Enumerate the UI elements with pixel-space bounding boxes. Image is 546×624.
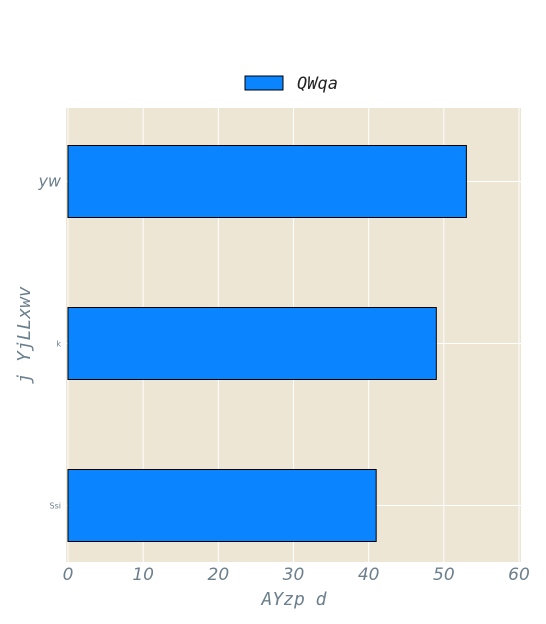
x-tick-label: 50 [433, 565, 455, 585]
bars [67, 145, 467, 542]
x-tick-labels: 0 10 20 30 40 50 60 [63, 565, 530, 585]
legend-label: QWqa [297, 74, 338, 94]
y-tick-labels: Ssi k yw [37, 172, 61, 511]
legend-swatch [244, 75, 284, 91]
legend: QWqa [244, 74, 338, 94]
y-axis-label: j YjLLxwv [14, 286, 35, 384]
x-tick-label: 60 [508, 565, 530, 585]
bar [67, 469, 377, 542]
x-tick-label: 40 [358, 565, 380, 585]
y-tick-label: yw [37, 172, 61, 191]
y-tick-label: k [56, 340, 61, 349]
bar [67, 145, 467, 218]
x-tick-label: 0 [63, 565, 74, 585]
x-tick-label: 10 [132, 565, 154, 585]
bar [67, 307, 437, 380]
x-tick-label: 30 [283, 565, 305, 585]
y-tick-label: Ssi [50, 502, 61, 511]
x-tick-label: 20 [208, 565, 230, 585]
x-axis-label: AYzp d [260, 589, 327, 610]
